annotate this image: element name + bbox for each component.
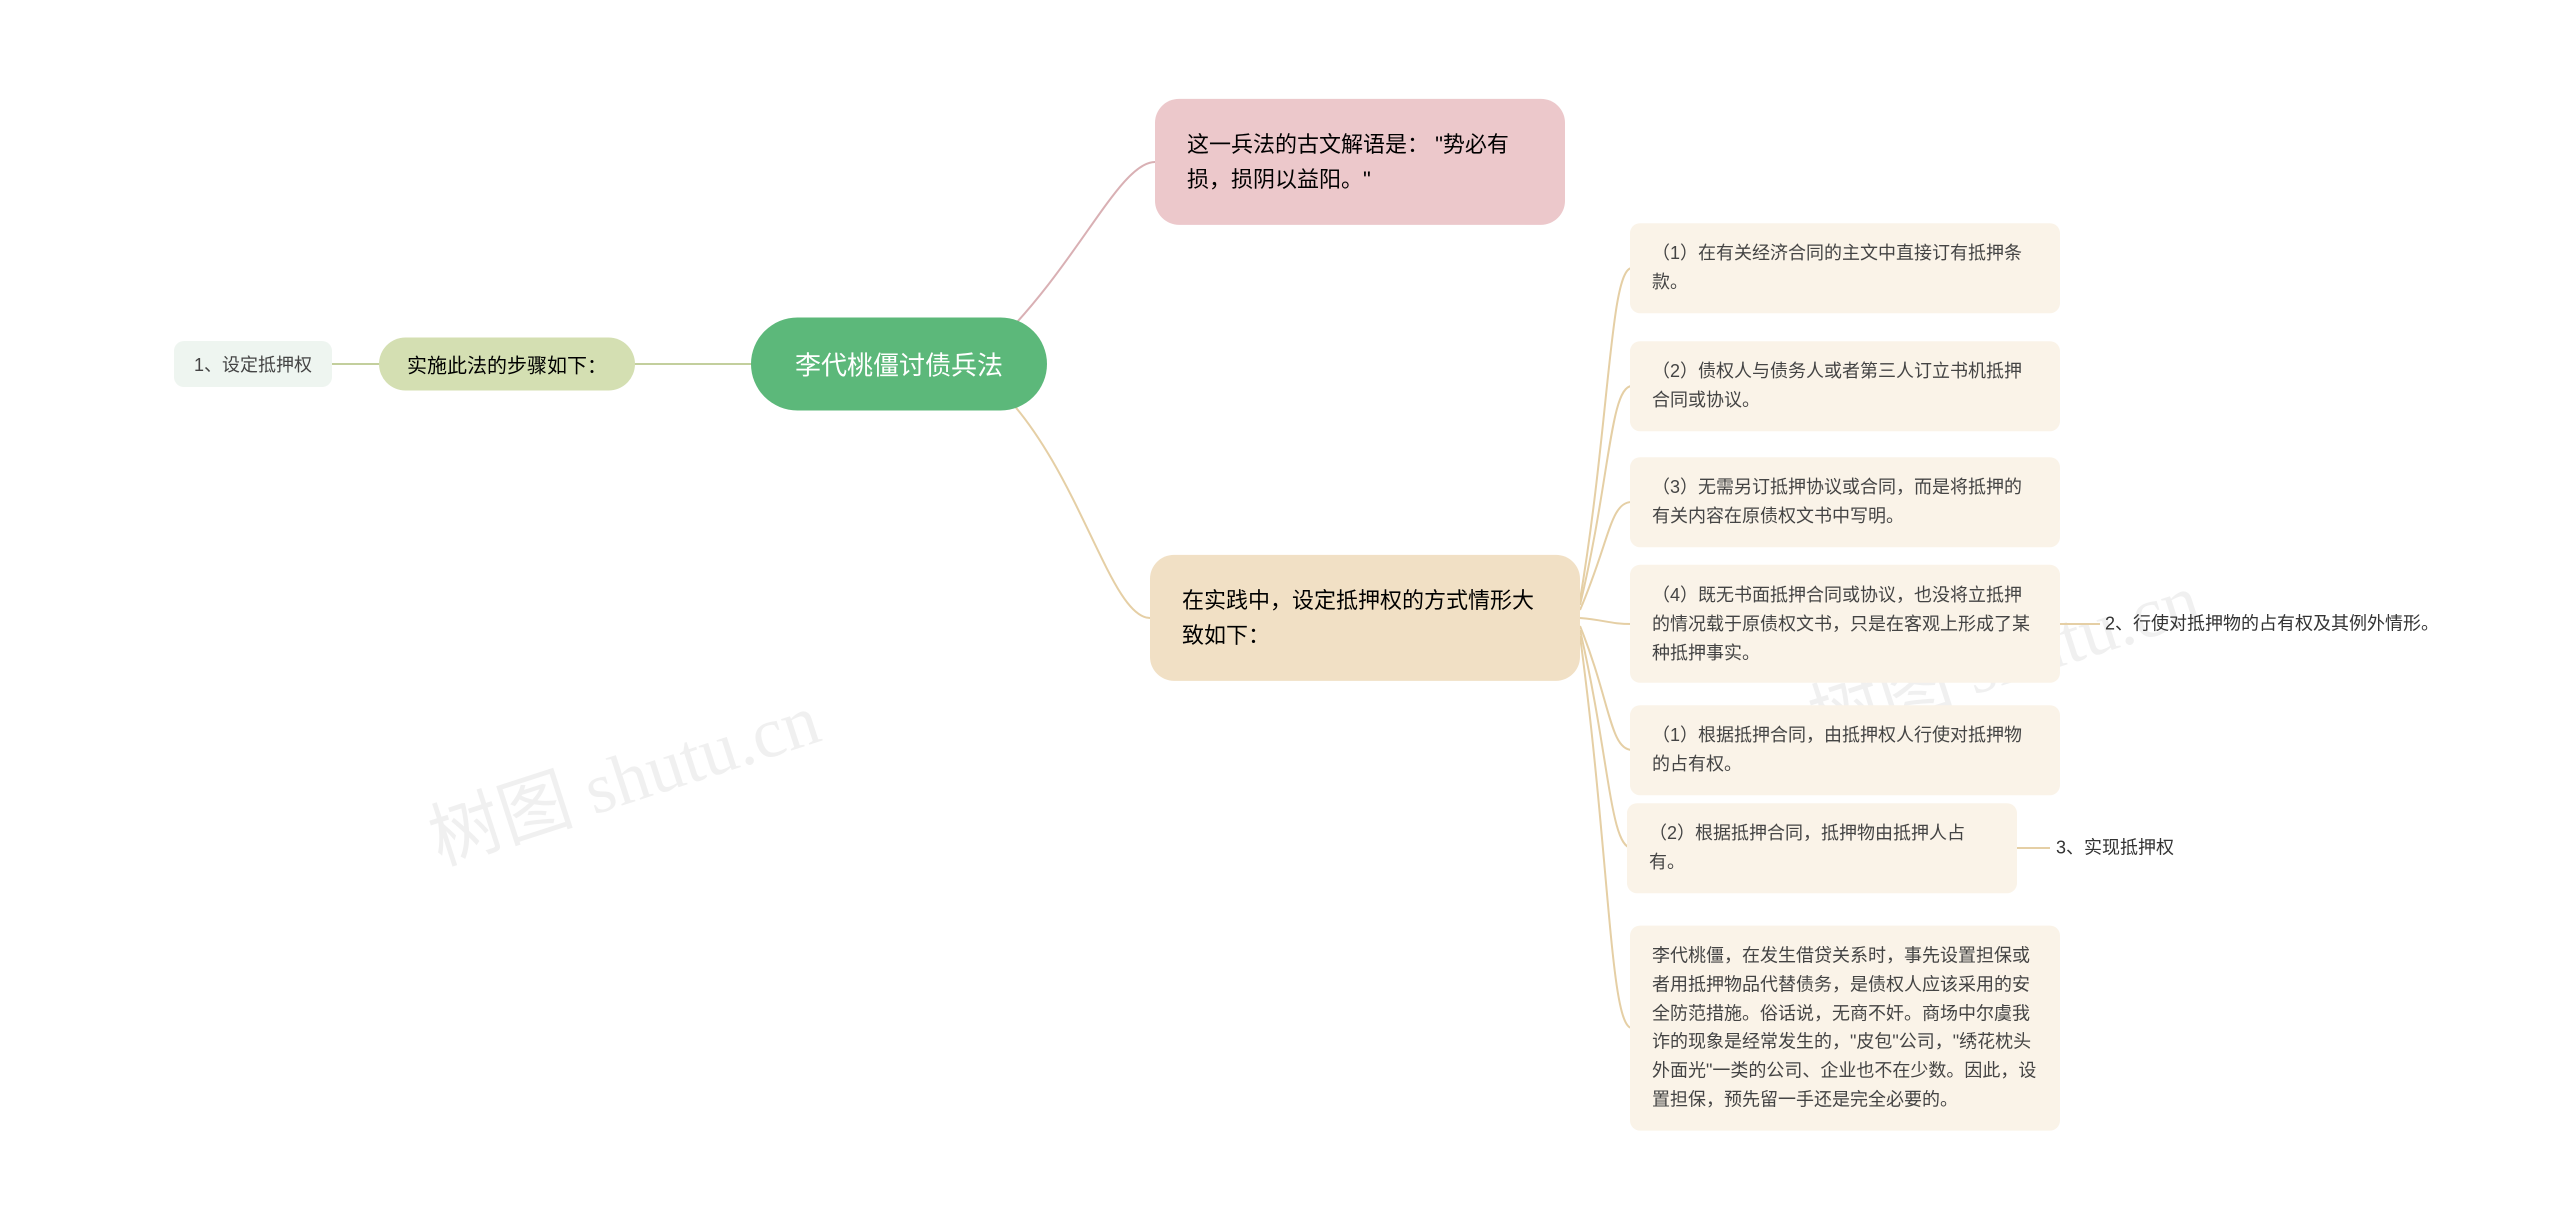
edge-b2-c7: [1580, 636, 1632, 1028]
edge-root-b1: [1000, 162, 1155, 340]
branch-steps-text: 实施此法的步骤如下：: [407, 356, 607, 378]
leaf-c1-text: （1）在有关经济合同的主文中直接订有抵押条款。: [1652, 243, 2022, 292]
branch-quote-text: 这一兵法的古文解语是： "势必有损，损阴以益阳。": [1187, 132, 1509, 192]
edge-b2-c5: [1580, 626, 1632, 750]
branch-methods[interactable]: 在实践中，设定抵押权的方式情形大致如下：: [1150, 555, 1580, 681]
leaf-c3-text: （3）无需另订抵押协议或合同，而是将抵押的有关内容在原债权文书中写明。: [1652, 477, 2022, 526]
branch-steps[interactable]: 实施此法的步骤如下：: [379, 338, 635, 391]
leaf-c2[interactable]: （2）债权人与债务人或者第三人订立书机抵押合同或协议。: [1630, 341, 2060, 431]
edge-b2-c1: [1580, 268, 1632, 600]
edge-b2-c3: [1580, 502, 1632, 610]
watermark-1: 树图 shutu.cn: [414, 660, 831, 885]
leaf-c6[interactable]: （2）根据抵押合同，抵押物由抵押人占有。: [1627, 803, 2017, 893]
edge-b2-c2: [1580, 386, 1632, 605]
leaf-c5-text: （1）根据抵押合同，由抵押权人行使对抵押物的占有权。: [1652, 725, 2022, 774]
leaf-c4r[interactable]: 2、行使对抵押物的占有权及其例外情形。: [2105, 611, 2455, 638]
leaf-c2-text: （2）债权人与债务人或者第三人订立书机抵押合同或协议。: [1652, 361, 2022, 410]
leaf-step-1[interactable]: 1、设定抵押权: [174, 341, 332, 387]
leaf-c1[interactable]: （1）在有关经济合同的主文中直接订有抵押条款。: [1630, 223, 2060, 313]
leaf-step-1-text: 1、设定抵押权: [194, 355, 312, 375]
leaf-c3[interactable]: （3）无需另订抵押协议或合同，而是将抵押的有关内容在原债权文书中写明。: [1630, 457, 2060, 547]
edge-b2-c4: [1580, 618, 1632, 624]
root-label: 李代桃僵讨债兵法: [795, 351, 1003, 381]
leaf-c6r[interactable]: 3、实现抵押权: [2056, 835, 2174, 862]
leaf-c4r-text: 2、行使对抵押物的占有权及其例外情形。: [2105, 614, 2439, 634]
leaf-c6-text: （2）根据抵押合同，抵押物由抵押人占有。: [1649, 823, 1965, 872]
branch-quote[interactable]: 这一兵法的古文解语是： "势必有损，损阴以益阳。": [1155, 99, 1565, 225]
leaf-c7-text: 李代桃僵，在发生借贷关系时，事先设置担保或者用抵押物品代替债务，是债权人应该采用…: [1652, 946, 2036, 1110]
leaf-c5[interactable]: （1）根据抵押合同，由抵押权人行使对抵押物的占有权。: [1630, 705, 2060, 795]
branch-methods-text: 在实践中，设定抵押权的方式情形大致如下：: [1182, 588, 1534, 648]
edge-root-b2: [1000, 390, 1150, 618]
leaf-c4-text: （4）既无书面抵押合同或协议，也没将立抵押的情况载于原债权文书，只是在客观上形成…: [1652, 585, 2030, 663]
leaf-c6r-text: 3、实现抵押权: [2056, 838, 2174, 858]
leaf-c7[interactable]: 李代桃僵，在发生借贷关系时，事先设置担保或者用抵押物品代替债务，是债权人应该采用…: [1630, 926, 2060, 1131]
leaf-c4[interactable]: （4）既无书面抵押合同或协议，也没将立抵押的情况载于原债权文书，只是在客观上形成…: [1630, 565, 2060, 683]
edge-b2-c6: [1580, 630, 1632, 848]
root-node[interactable]: 李代桃僵讨债兵法: [751, 318, 1047, 411]
